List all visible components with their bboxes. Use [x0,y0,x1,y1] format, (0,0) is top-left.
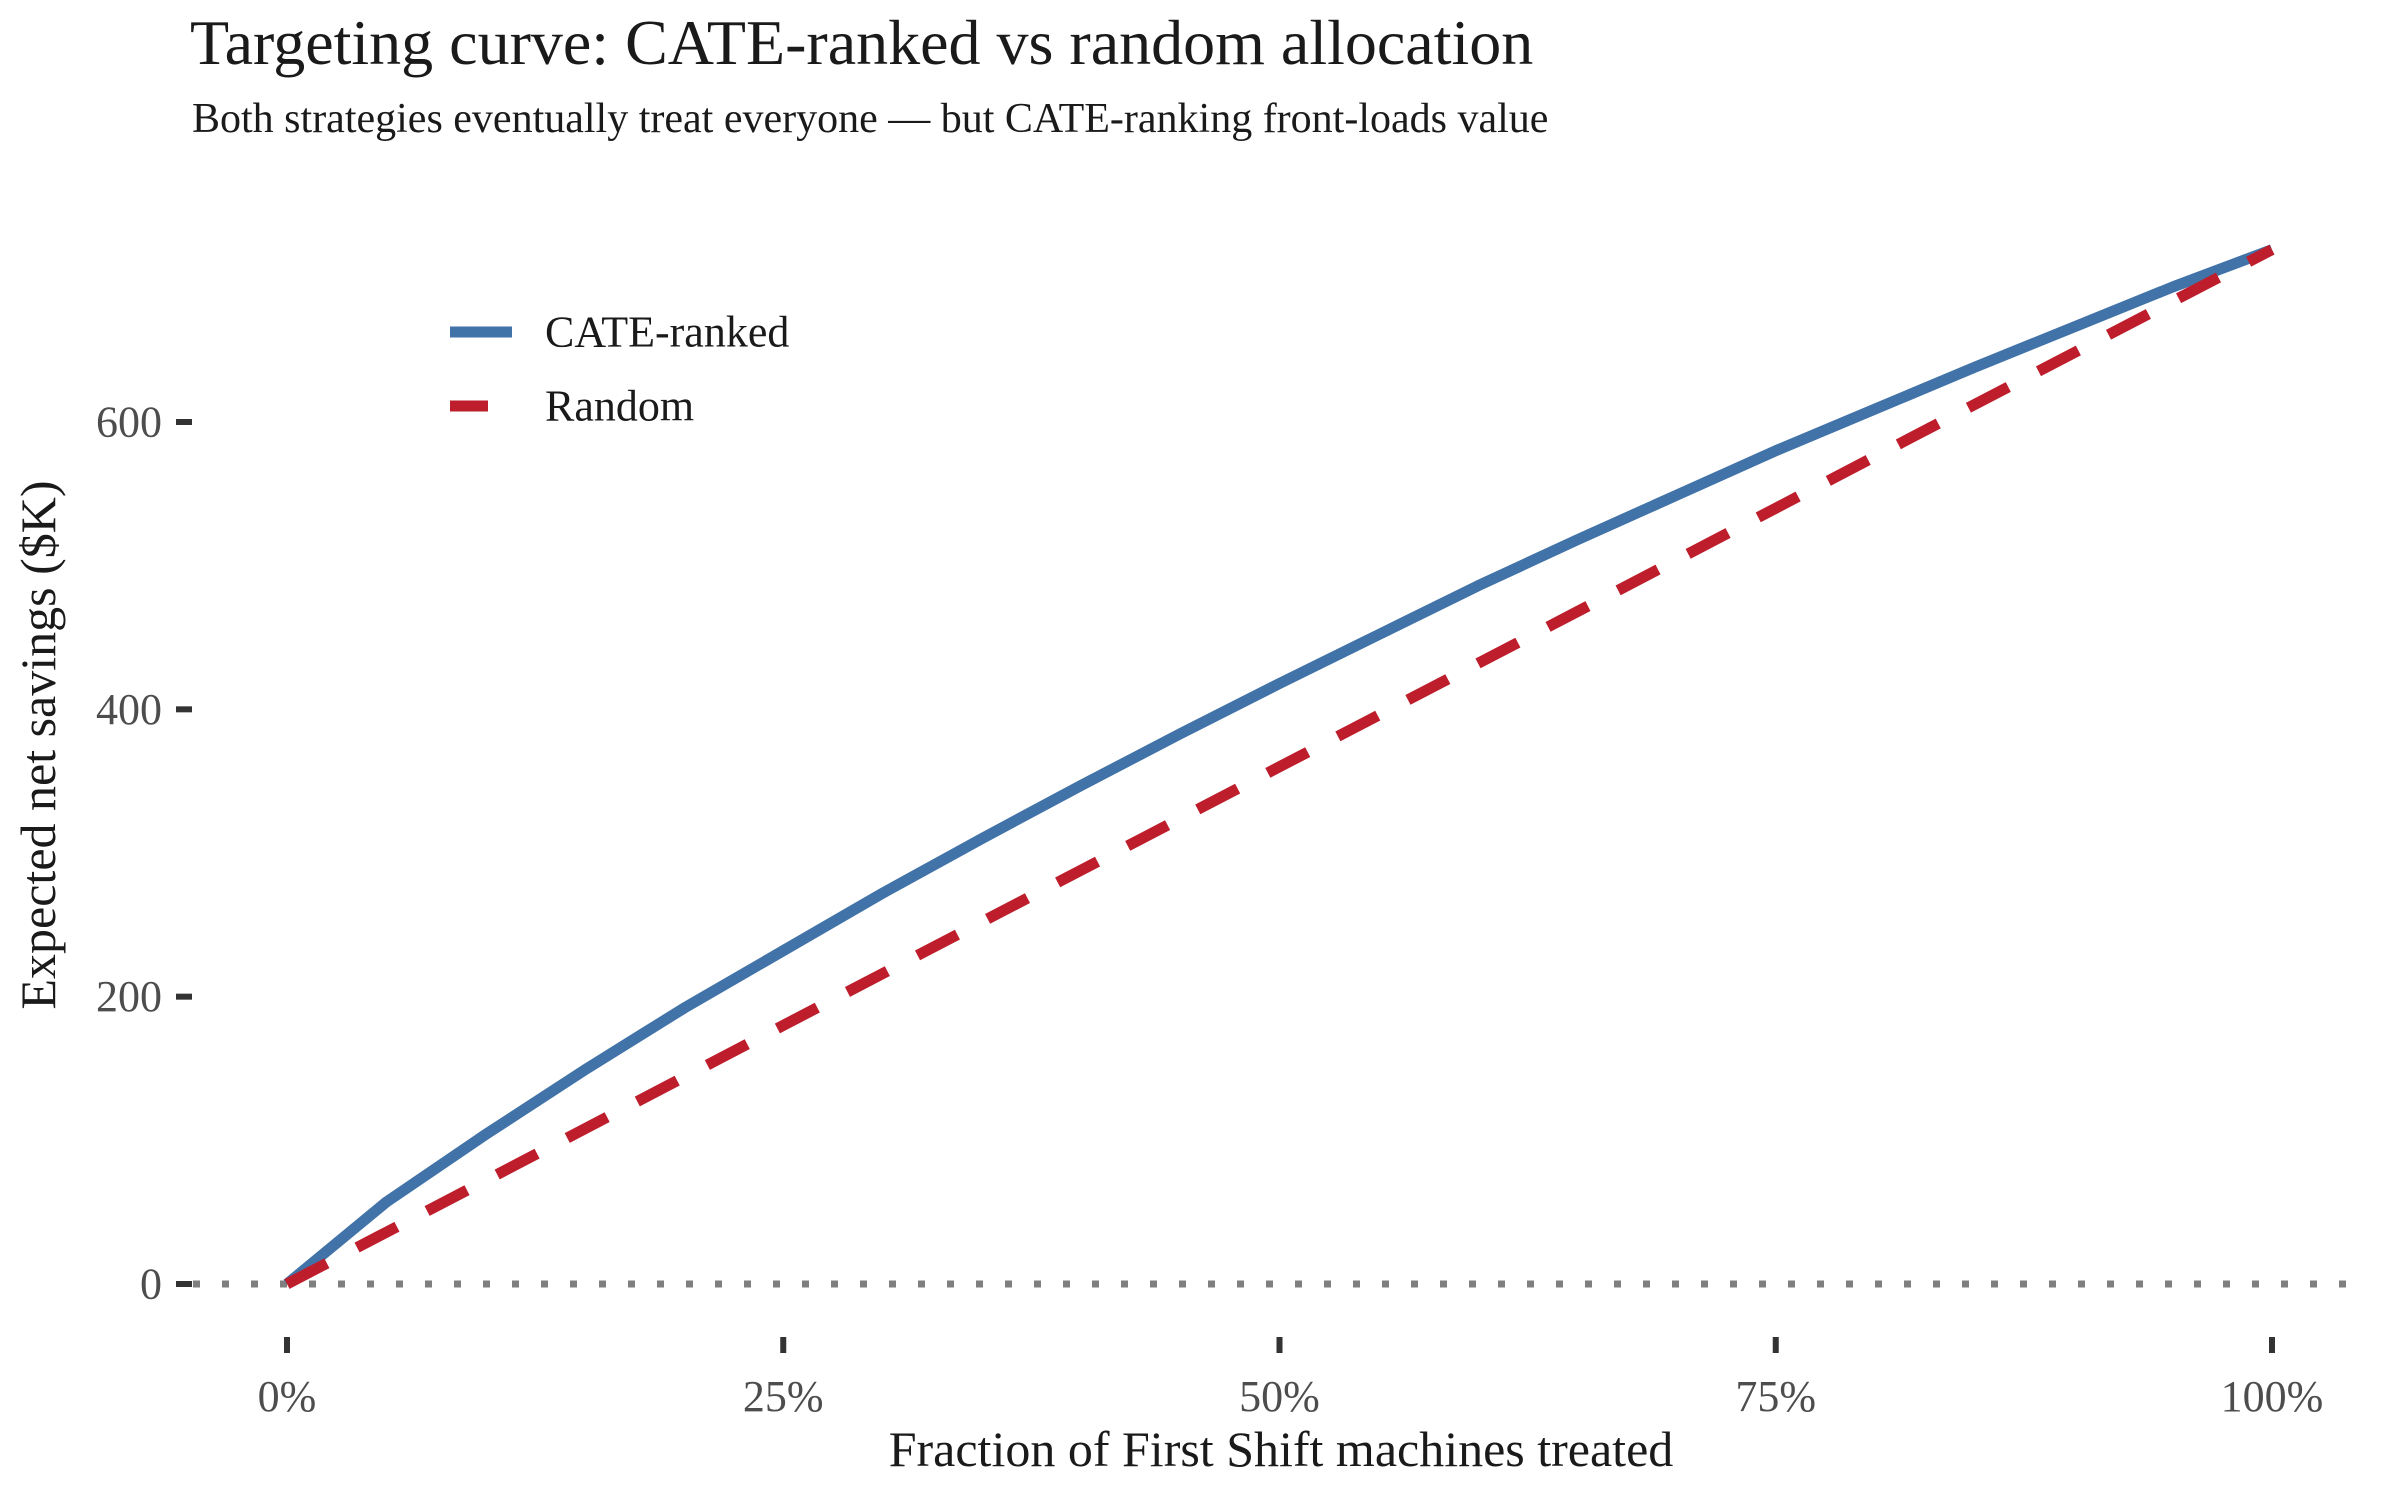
chart-title: Targeting curve: CATE-ranked vs random a… [190,7,1534,78]
chart-subtitle: Both strategies eventually treat everyon… [192,96,1549,142]
x-tick-label: 0% [258,1372,317,1421]
y-tick-label: 400 [96,685,162,734]
y-axis-title: Expected net savings ($K) [10,480,66,1009]
random-line [284,244,2275,1289]
x-axis-title: Fraction of First Shift machines treated [889,1421,1674,1477]
cate-ranked-line [283,244,2274,1289]
legend-label-random: Random [545,382,694,431]
y-tick-label: 600 [96,398,162,447]
x-tick-label: 50% [1239,1372,1320,1421]
x-tick-label: 100% [2221,1372,2324,1421]
legend: CATE-ranked Random [450,308,789,431]
series-layer [283,244,2275,1289]
legend-label-cate-ranked: CATE-ranked [545,308,789,357]
y-tick-label: 0 [140,1260,162,1309]
x-axis-ticks: 0% 25% 50% 75% 100% [258,1337,2324,1421]
x-tick-label: 75% [1735,1372,1816,1421]
x-tick-label: 25% [743,1372,824,1421]
y-tick-label: 200 [96,972,162,1021]
y-axis-ticks: 0 200 400 600 [96,398,192,1309]
